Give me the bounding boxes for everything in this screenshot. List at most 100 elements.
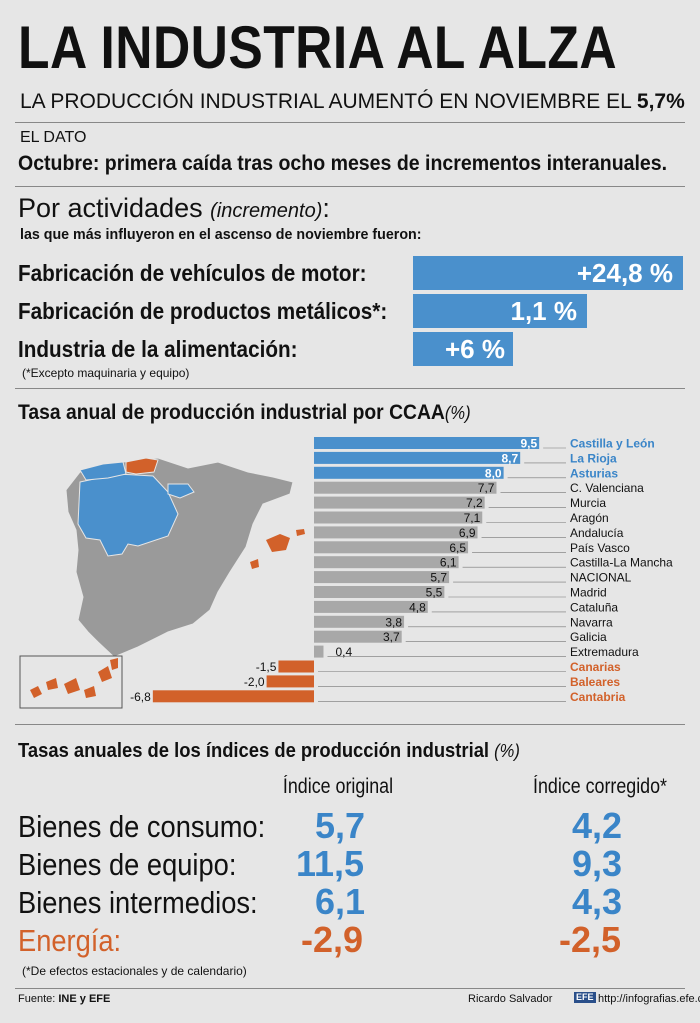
bar-cataluna: [314, 600, 428, 613]
col-head-original: Índice original: [282, 775, 394, 798]
category-label-la-rioja: La Rioja: [570, 451, 617, 465]
dato-text: Octubre: primera caída tras ocho meses d…: [18, 152, 668, 175]
actividades-subtitle: las que más influyeron en el ascenso de …: [20, 226, 422, 243]
value-label-castilla-y-leon: 9,5: [520, 437, 537, 451]
category-label-castilla-y-leon: Castilla y León: [570, 437, 655, 451]
value-label-cataluna: 4,8: [409, 600, 426, 614]
actividad-label-alimentacion: Industria de la alimentación:: [18, 336, 298, 362]
page-title: LA INDUSTRIA AL ALZA: [18, 14, 618, 81]
value-label-extremadura: 0,4: [335, 645, 352, 659]
category-label-canarias: Canarias: [570, 660, 621, 674]
map-canarias-inset: [19, 655, 123, 709]
divider: [15, 988, 685, 989]
row-corregido-intermedios: 4,3: [571, 881, 623, 922]
bar-andalucia: [314, 526, 478, 539]
value-label-c-valenciana: 7,7: [478, 481, 495, 495]
bar-murcia: [314, 496, 485, 509]
value-label-navarra: 3,8: [385, 615, 402, 629]
row-label-energia: Energía:: [18, 923, 122, 958]
spain-map: [19, 457, 305, 709]
map-canarias-1: [30, 686, 42, 698]
category-label-aragon: Aragón: [570, 511, 609, 525]
category-label-cantabria: Cantabria: [570, 690, 626, 704]
value-label-canarias: -1,5: [256, 660, 277, 674]
dato-label: EL DATO: [20, 129, 87, 146]
footer-fuente: Fuente: INE y EFE: [18, 994, 110, 1005]
value-label-cantabria: -6,8: [130, 690, 151, 704]
value-label-aragon: 7,1: [464, 511, 481, 525]
efe-logo: EFE: [574, 992, 596, 1003]
row-original-intermedios: 6,1: [314, 881, 366, 922]
tasas-title-unit: (%): [494, 741, 520, 761]
footer-fuente-label: Fuente:: [18, 993, 56, 1005]
map-canarias-3: [64, 678, 80, 694]
footer-author: Ricardo Salvador: [468, 993, 553, 1005]
bar-castilla-y-leon: [314, 437, 540, 449]
bar-extremadura: [314, 645, 324, 658]
value-label-castilla-la-mancha: 6,1: [440, 556, 457, 570]
bar-nacional: [314, 571, 450, 584]
category-label-nacional: NACIONAL: [570, 571, 632, 585]
value-label-murcia: 7,2: [466, 496, 483, 510]
divider: [15, 724, 685, 725]
bar-asturias: [314, 466, 504, 479]
actividad-value-metalicos: 1,1 %: [510, 296, 578, 326]
value-label-andalucia: 6,9: [459, 526, 476, 540]
ccaa-title: Tasa anual de producción industrial por …: [18, 402, 471, 423]
row-original-energia: -2,9: [300, 919, 364, 960]
bar-c-valenciana: [314, 481, 497, 494]
category-label-pais-vasco: País Vasco: [570, 541, 630, 555]
map-canarias-6: [110, 658, 118, 670]
category-label-baleares: Baleares: [570, 675, 620, 689]
category-label-extremadura: Extremadura: [570, 645, 639, 659]
col-head-corregido: Índice corregido*: [533, 775, 667, 798]
map-castilla-leon: [77, 473, 179, 557]
category-label-murcia: Murcia: [570, 496, 606, 510]
value-label-pais-vasco: 6,5: [449, 541, 466, 555]
row-label-consumo: Bienes de consumo:: [18, 809, 266, 844]
row-original-consumo: 5,7: [314, 805, 366, 846]
tasas-note: (*De efectos estacionales y de calendari…: [22, 964, 247, 978]
row-label-equipo: Bienes de equipo:: [18, 847, 237, 882]
map-canarias-2: [46, 678, 58, 690]
divider: [15, 186, 685, 187]
value-label-nacional: 5,7: [430, 571, 447, 585]
bar-castilla-la-mancha: [314, 556, 459, 569]
subtitle-value: 5,7%: [636, 90, 685, 113]
category-label-navarra: Navarra: [570, 615, 613, 629]
bar-pais-vasco: [314, 541, 469, 554]
actividades-title-text: Por actividades: [18, 193, 203, 223]
actividad-bar-alimentacion: +6 %: [413, 332, 513, 366]
category-label-asturias: Asturias: [570, 466, 618, 480]
row-original-equipo: 11,5: [295, 843, 365, 884]
category-label-c-valenciana: C. Valenciana: [570, 481, 644, 495]
actividad-bar-metalicos: 1,1 %: [413, 294, 587, 328]
category-label-galicia: Galicia: [570, 630, 607, 644]
bar-baleares: [266, 675, 314, 688]
actividad-bar-vehiculos: +24,8 %: [413, 256, 683, 290]
divider: [15, 122, 685, 123]
subtitle-text: LA PRODUCCIÓN INDUSTRIAL AUMENTÓ EN NOVI…: [20, 90, 632, 113]
footer-url: http://infografias.efe.com: [598, 993, 700, 1005]
bar-la-rioja: [314, 451, 521, 464]
bar-navarra: [314, 615, 405, 628]
bar-cantabria: [152, 690, 314, 703]
ccaa-title-text: Tasa anual de producción industrial por …: [18, 401, 445, 424]
value-label-madrid: 5,5: [426, 586, 443, 600]
value-label-la-rioja: 8,7: [502, 451, 519, 465]
actividades-note: (*Excepto maquinaria y equipo): [22, 366, 190, 380]
map-baleares-ibiza: [250, 559, 259, 569]
map-asturias: [79, 461, 127, 481]
map-baleares-menorca: [296, 529, 305, 536]
row-corregido-equipo: 9,3: [571, 843, 623, 884]
value-label-asturias: 8,0: [485, 466, 502, 480]
value-label-galicia: 3,7: [383, 630, 400, 644]
category-label-madrid: Madrid: [570, 586, 607, 600]
category-label-cataluna: Cataluña: [570, 600, 618, 614]
actividad-value-vehiculos: +24,8 %: [576, 258, 673, 288]
category-label-castilla-la-mancha: Castilla-La Mancha: [570, 556, 673, 570]
bar-canarias: [278, 660, 314, 673]
tasas-title: Tasas anuales de los índices de producci…: [18, 741, 520, 761]
actividad-label-vehiculos: Fabricación de vehículos de motor:: [18, 260, 367, 286]
ccaa-bar-chart: 9,5 Castilla y León 8,7 La Rioja 8,0 Asturias…: [130, 437, 673, 704]
